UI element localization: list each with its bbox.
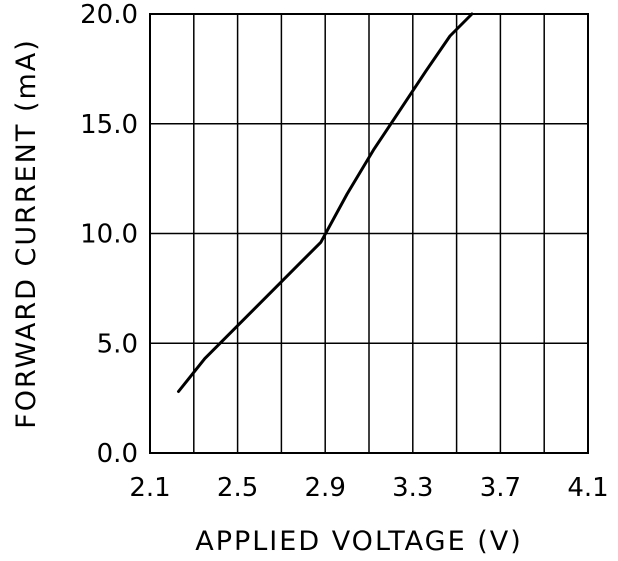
y-tick-labels: 0.0 5.0 10.0 15.0 20.0 [80, 0, 138, 469]
x-tick-label: 4.1 [567, 473, 608, 503]
series-line [177, 12, 474, 393]
x-tick-label: 3.3 [392, 473, 433, 503]
y-axis-label: FORWARD CURRENT (mA) [11, 38, 42, 429]
x-tick-label: 3.7 [480, 473, 521, 503]
y-tick-label: 15.0 [80, 110, 138, 140]
x-tick-label: 2.1 [129, 473, 170, 503]
grid-lines [150, 14, 588, 453]
x-tick-label: 2.9 [305, 473, 346, 503]
x-axis-label: APPLIED VOLTAGE (V) [195, 526, 523, 557]
y-tick-label: 10.0 [80, 220, 138, 250]
x-tick-label: 2.5 [217, 473, 258, 503]
y-tick-label: 0.0 [97, 439, 138, 469]
y-tick-label: 5.0 [97, 329, 138, 359]
y-tick-label: 20.0 [80, 0, 138, 30]
x-tick-labels: 2.1 2.5 2.9 3.3 3.7 4.1 [129, 473, 608, 503]
